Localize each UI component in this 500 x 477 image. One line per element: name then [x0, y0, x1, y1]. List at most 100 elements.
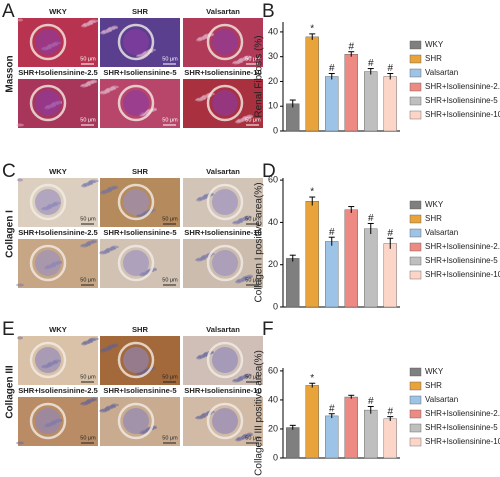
- significance-mark: #: [387, 63, 393, 74]
- texture: [106, 87, 116, 91]
- image-label: SHR+Isoliensinine-2.5: [18, 68, 98, 77]
- texture: [241, 277, 247, 281]
- bar: [325, 76, 339, 132]
- texture: [247, 114, 253, 118]
- bar: [305, 201, 319, 308]
- texture: [242, 116, 250, 120]
- legend-label: Valsartan: [425, 68, 458, 77]
- micrograph: 50 μm: [17, 336, 99, 385]
- significance-mark: #: [368, 396, 374, 407]
- y-tick-label: 0: [273, 301, 278, 311]
- texture: [111, 245, 119, 249]
- legend-label: SHR: [425, 381, 442, 390]
- texture: [108, 344, 118, 348]
- image-label: SHR+Isoliensinine-2.5: [18, 228, 98, 237]
- image-label: SHR+Isoliensinine-10: [184, 68, 261, 77]
- scale-bar-text: 50 μm: [80, 56, 96, 62]
- legend-label: WKY: [425, 367, 444, 376]
- texture: [104, 407, 110, 411]
- legend-label: SHR+Isoliensinine-2.5: [425, 409, 500, 418]
- texture: [241, 117, 247, 121]
- texture: [200, 256, 206, 260]
- panel-letter: A: [2, 1, 15, 22]
- significance-mark: #: [387, 406, 393, 417]
- texture: [111, 85, 119, 89]
- texture: [196, 38, 202, 42]
- texture: [82, 183, 90, 187]
- bar: [383, 76, 397, 132]
- texture: [243, 216, 249, 220]
- texture: [82, 341, 90, 345]
- glomerulus: [35, 347, 61, 373]
- texture: [239, 57, 249, 61]
- glomerulus: [212, 189, 238, 215]
- texture: [106, 405, 116, 409]
- texture: [83, 182, 93, 186]
- image-label: Valsartan: [206, 167, 240, 176]
- bar: [383, 418, 397, 459]
- glomerulus: [35, 90, 61, 116]
- texture: [239, 217, 249, 221]
- bar: [286, 427, 300, 459]
- legend-label: SHR+Isoliensinine-2.5: [425, 242, 500, 251]
- micrograph: 50 μm: [100, 178, 180, 227]
- texture: [198, 354, 208, 358]
- stain-label: Collagen I: [5, 210, 16, 258]
- significance-mark: #: [387, 228, 393, 239]
- texture: [101, 30, 109, 34]
- glomerulus-capsule: [206, 244, 244, 282]
- significance-mark: #: [329, 403, 335, 414]
- legend-swatch: [409, 256, 422, 266]
- legend-swatch: [409, 270, 422, 280]
- stain-label: Collagen III: [5, 365, 16, 419]
- scale-bar-text: 50 μm: [162, 216, 178, 222]
- texture: [87, 181, 93, 185]
- texture: [196, 97, 206, 101]
- significance-mark: #: [348, 41, 354, 52]
- glomerulus-capsule: [29, 402, 67, 440]
- texture: [86, 399, 94, 403]
- legend-swatch: [409, 40, 422, 50]
- texture: [106, 247, 116, 251]
- texture: [85, 82, 91, 86]
- texture: [80, 84, 88, 88]
- y-axis-label: Collagen I positive area(%): [254, 182, 265, 302]
- scale-bar-text: 50 μm: [245, 374, 261, 380]
- legend-swatch: [409, 82, 422, 92]
- bar: [364, 71, 378, 132]
- texture: [237, 219, 243, 223]
- texture: [232, 61, 240, 65]
- y-axis-label: Collagen III positive area(%): [254, 350, 265, 476]
- texture: [196, 198, 202, 202]
- scale-bar-text: 50 μm: [162, 56, 178, 62]
- legend-swatch: [409, 54, 422, 64]
- legend-swatch: [409, 228, 422, 238]
- bar: [383, 243, 397, 308]
- legend-label: SHR+Isoliensinine-5: [425, 96, 498, 105]
- texture: [87, 339, 93, 343]
- scale-bar-text: 50 μm: [245, 216, 261, 222]
- legend-swatch: [409, 437, 422, 447]
- scale-bar-text: 50 μm: [162, 374, 178, 380]
- texture: [110, 246, 116, 250]
- bar: [364, 409, 378, 459]
- y-axis-label: Renal Fibrosis (%): [254, 35, 265, 117]
- texture: [88, 338, 96, 342]
- scale-bar-text: 50 μm: [162, 435, 178, 441]
- texture: [235, 280, 241, 284]
- texture: [110, 404, 116, 408]
- texture: [91, 239, 97, 243]
- texture: [195, 258, 203, 262]
- texture: [16, 441, 24, 445]
- image-label: SHR+Isoliensinine-2.5: [18, 386, 98, 395]
- legend-label: Valsartan: [425, 228, 458, 237]
- texture: [17, 178, 23, 182]
- texture: [112, 25, 118, 29]
- bar: [286, 103, 300, 132]
- micrograph: 50 μm: [16, 239, 98, 288]
- texture: [106, 188, 112, 192]
- texture: [88, 20, 96, 24]
- legend-label: SHR: [425, 214, 442, 223]
- texture: [202, 35, 208, 39]
- micrograph: 50 μm: [183, 79, 263, 128]
